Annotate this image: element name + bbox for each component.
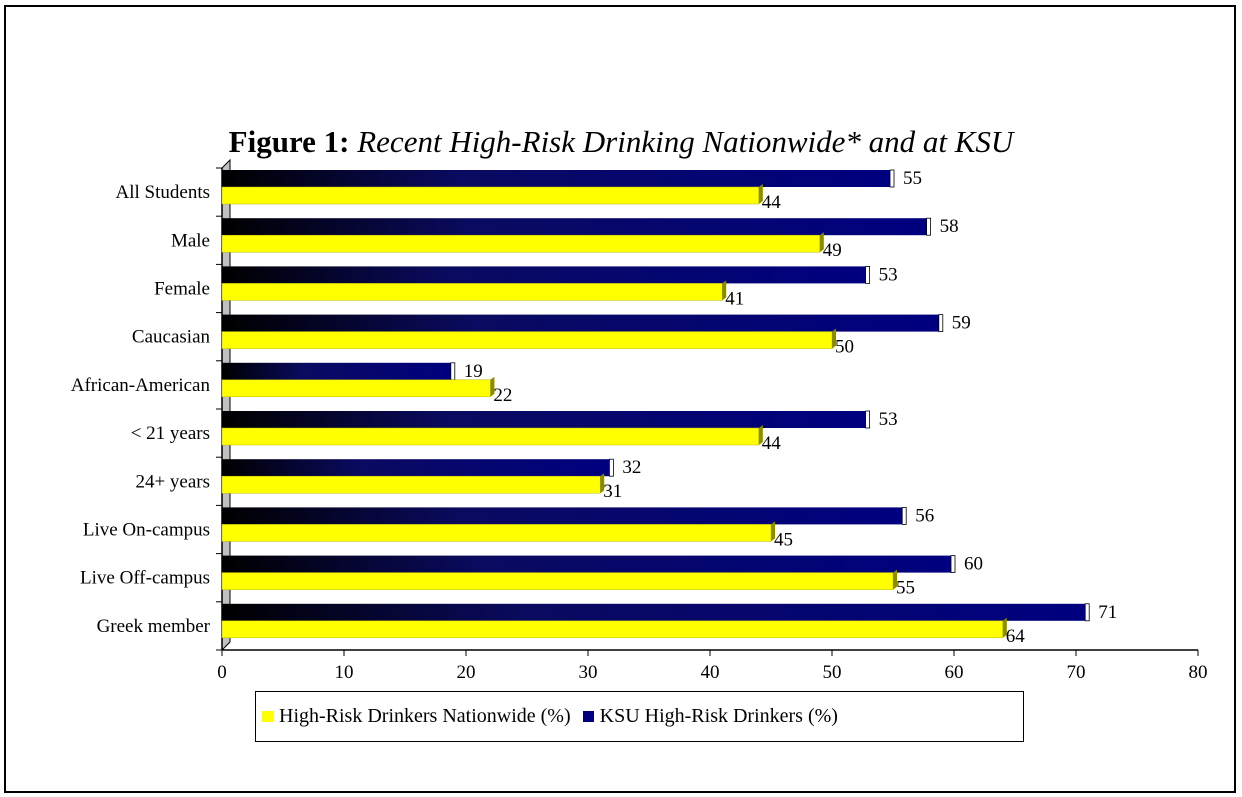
- bar-ksu-cap: [865, 410, 870, 429]
- bar-nationwide: [221, 572, 894, 590]
- bar-nationwide: [221, 234, 821, 253]
- bar-ksu-cap: [865, 265, 870, 284]
- bar-ksu: [222, 314, 942, 332]
- bar-nationwide-side: [832, 328, 836, 349]
- data-label-nationwide: 41: [725, 288, 744, 309]
- data-label-ksu: 32: [622, 457, 641, 478]
- data-label-nationwide: 45: [774, 529, 793, 550]
- x-tick-label: 0: [217, 662, 227, 683]
- legend-item-nationwide: High-Risk Drinkers Nationwide (%): [262, 705, 571, 728]
- bar-ksu: [222, 555, 954, 573]
- bar-nationwide-side: [893, 569, 897, 590]
- category-label: Male: [171, 230, 210, 251]
- bar-ksu: [222, 411, 869, 428]
- data-label-ksu: 53: [879, 264, 898, 285]
- bar-ksu-cap: [450, 362, 456, 381]
- chart-title-label: Figure 1:: [228, 124, 350, 159]
- x-tick-label: 80: [1189, 662, 1208, 683]
- legend-swatch-ksu: [582, 711, 594, 722]
- chart-title: Figure 1: Recent High-Risk Drinking Nati…: [0, 124, 1242, 160]
- bars: [221, 169, 1090, 639]
- category-label: All Students: [116, 182, 210, 203]
- legend-swatch-nationwide: [262, 711, 273, 722]
- bar-nationwide-side: [490, 376, 495, 397]
- data-label-ksu: 58: [940, 216, 959, 237]
- data-label-nationwide: 22: [493, 385, 512, 406]
- bar-ksu-cap: [901, 506, 907, 525]
- bar-nationwide-side: [600, 473, 605, 494]
- bar-ksu-cap: [609, 458, 614, 477]
- data-label-nationwide: 49: [823, 240, 842, 261]
- bar-nationwide: [221, 620, 1004, 639]
- bar-nationwide-side: [1002, 617, 1007, 638]
- category-label: Caucasian: [132, 327, 211, 348]
- bar-nationwide: [221, 379, 491, 398]
- x-tick-label: 20: [457, 662, 476, 683]
- data-label-ksu: 19: [464, 361, 483, 382]
- bar-ksu-cap: [926, 217, 931, 236]
- bar-ksu: [222, 170, 893, 187]
- data-label-nationwide: 44: [762, 192, 782, 213]
- bar-ksu: [222, 603, 1089, 621]
- bar-nationwide-side: [758, 425, 763, 445]
- bar-ksu-cap: [938, 314, 944, 333]
- bar-nationwide-side: [771, 521, 775, 542]
- x-tick-label: 60: [945, 662, 964, 683]
- legend-label-nationwide: High-Risk Drinkers Nationwide (%): [279, 705, 571, 727]
- category-label: Live On-campus: [83, 520, 210, 541]
- legend: High-Risk Drinkers Nationwide (%) KSU Hi…: [255, 691, 1024, 742]
- data-label-nationwide: 44: [762, 433, 782, 454]
- bar-nationwide: [221, 475, 601, 494]
- data-label-nationwide: 64: [1006, 626, 1026, 647]
- x-tick-label: 50: [823, 662, 842, 683]
- bar-ksu-cap: [950, 555, 956, 573]
- data-label-nationwide: 31: [603, 481, 622, 502]
- bar-nationwide: [221, 427, 760, 446]
- category-label: Live Off-campus: [80, 568, 210, 589]
- data-label-ksu: 56: [915, 505, 934, 526]
- bar-nationwide: [221, 186, 760, 205]
- chart-title-text: Recent High-Risk Drinking Nationwide* an…: [357, 124, 1014, 159]
- chart-frame: [4, 5, 1236, 793]
- data-label-ksu: 71: [1098, 602, 1117, 623]
- bar-nationwide-side: [819, 232, 824, 253]
- category-label: < 21 years: [131, 423, 210, 444]
- category-label: Greek member: [97, 616, 211, 637]
- data-label-ksu: 55: [903, 168, 922, 189]
- data-labels: All Students Male Female Caucasian African-A…: [71, 168, 1117, 647]
- category-label: 24+ years: [135, 471, 210, 492]
- bar-ksu: [222, 266, 869, 284]
- bar-nationwide: [221, 524, 772, 542]
- legend-label-ksu: KSU High-Risk Drinkers (%): [599, 705, 838, 727]
- bar-nationwide-side: [758, 184, 763, 204]
- legend-item-ksu: KSU High-Risk Drinkers (%): [582, 705, 838, 728]
- x-tick-label: 30: [579, 662, 598, 683]
- bar-ksu: [222, 362, 454, 380]
- bar-ksu: [222, 218, 930, 236]
- bar-nationwide: [221, 331, 833, 349]
- x-tick-label: 40: [701, 662, 720, 683]
- bar-nationwide: [221, 283, 723, 301]
- bar-ksu-cap: [1084, 603, 1090, 622]
- data-label-nationwide: 50: [835, 337, 854, 358]
- bar-ksu: [222, 507, 906, 525]
- bar-ksu: [222, 459, 613, 477]
- data-label-nationwide: 55: [896, 578, 915, 599]
- category-label: Female: [154, 279, 210, 300]
- x-tick-label: 70: [1067, 662, 1086, 683]
- bar-ksu-cap: [889, 169, 895, 188]
- bar-nationwide-side: [722, 280, 727, 301]
- category-label: African-American: [71, 375, 211, 396]
- data-label-ksu: 59: [952, 313, 971, 334]
- data-label-ksu: 53: [879, 409, 898, 430]
- x-tick-label: 10: [335, 662, 354, 683]
- data-label-ksu: 60: [964, 554, 983, 575]
